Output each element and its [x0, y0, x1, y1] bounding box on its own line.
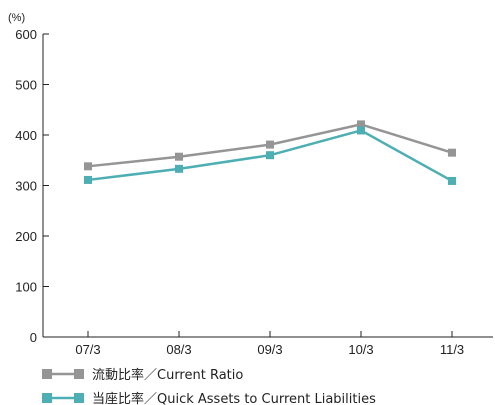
data-point-marker — [84, 162, 92, 171]
x-tick-label: 08/3 — [166, 342, 191, 357]
data-point-marker — [448, 176, 456, 185]
legend-item-1: 流動比率／Current Ratio — [42, 367, 243, 383]
legend-label: 流動比率／Current Ratio — [92, 367, 243, 383]
legend-item-2: 当座比率／Quick Assets to Current Liabilities — [42, 391, 376, 405]
y-tick-label: 300 — [15, 179, 37, 194]
legend-label: 当座比率／Quick Assets to Current Liabilities — [92, 391, 376, 405]
x-tick-label: 07/3 — [75, 342, 100, 357]
y-tick-label: 600 — [15, 27, 37, 42]
data-point-marker — [175, 164, 183, 173]
series-group — [84, 120, 456, 185]
legend-marker-swatch — [42, 369, 52, 379]
y-tick-label: 100 — [15, 280, 37, 295]
y-axis-ticks: 0 100 200 300 400 500 600 — [15, 27, 49, 345]
series-2 — [84, 126, 456, 185]
data-point-marker — [357, 120, 365, 129]
data-point-marker — [266, 140, 274, 149]
axes — [42, 34, 493, 338]
legend: 流動比率／Current Ratio 当座比率／Quick Assets to C… — [42, 367, 376, 405]
y-tick-label: 400 — [15, 128, 37, 143]
x-tick-label: 10/3 — [348, 342, 373, 357]
x-axis-ticks: 07/3 08/3 09/3 10/3 11/3 — [75, 331, 464, 357]
data-point-marker — [448, 148, 456, 157]
data-point-marker — [266, 151, 274, 160]
y-tick-label: 0 — [30, 330, 37, 345]
y-tick-label: 200 — [15, 229, 37, 244]
data-point-marker — [84, 175, 92, 184]
series-1 — [84, 120, 456, 171]
x-tick-label: 09/3 — [257, 342, 282, 357]
x-tick-label: 11/3 — [440, 342, 464, 357]
legend-marker-swatch — [74, 393, 84, 403]
data-point-marker — [357, 126, 365, 135]
legend-marker-swatch — [74, 369, 84, 379]
data-point-marker — [175, 152, 183, 161]
legend-marker-swatch — [42, 393, 52, 403]
y-axis-unit-label: (%) — [8, 12, 25, 24]
y-tick-label: 500 — [15, 78, 37, 93]
